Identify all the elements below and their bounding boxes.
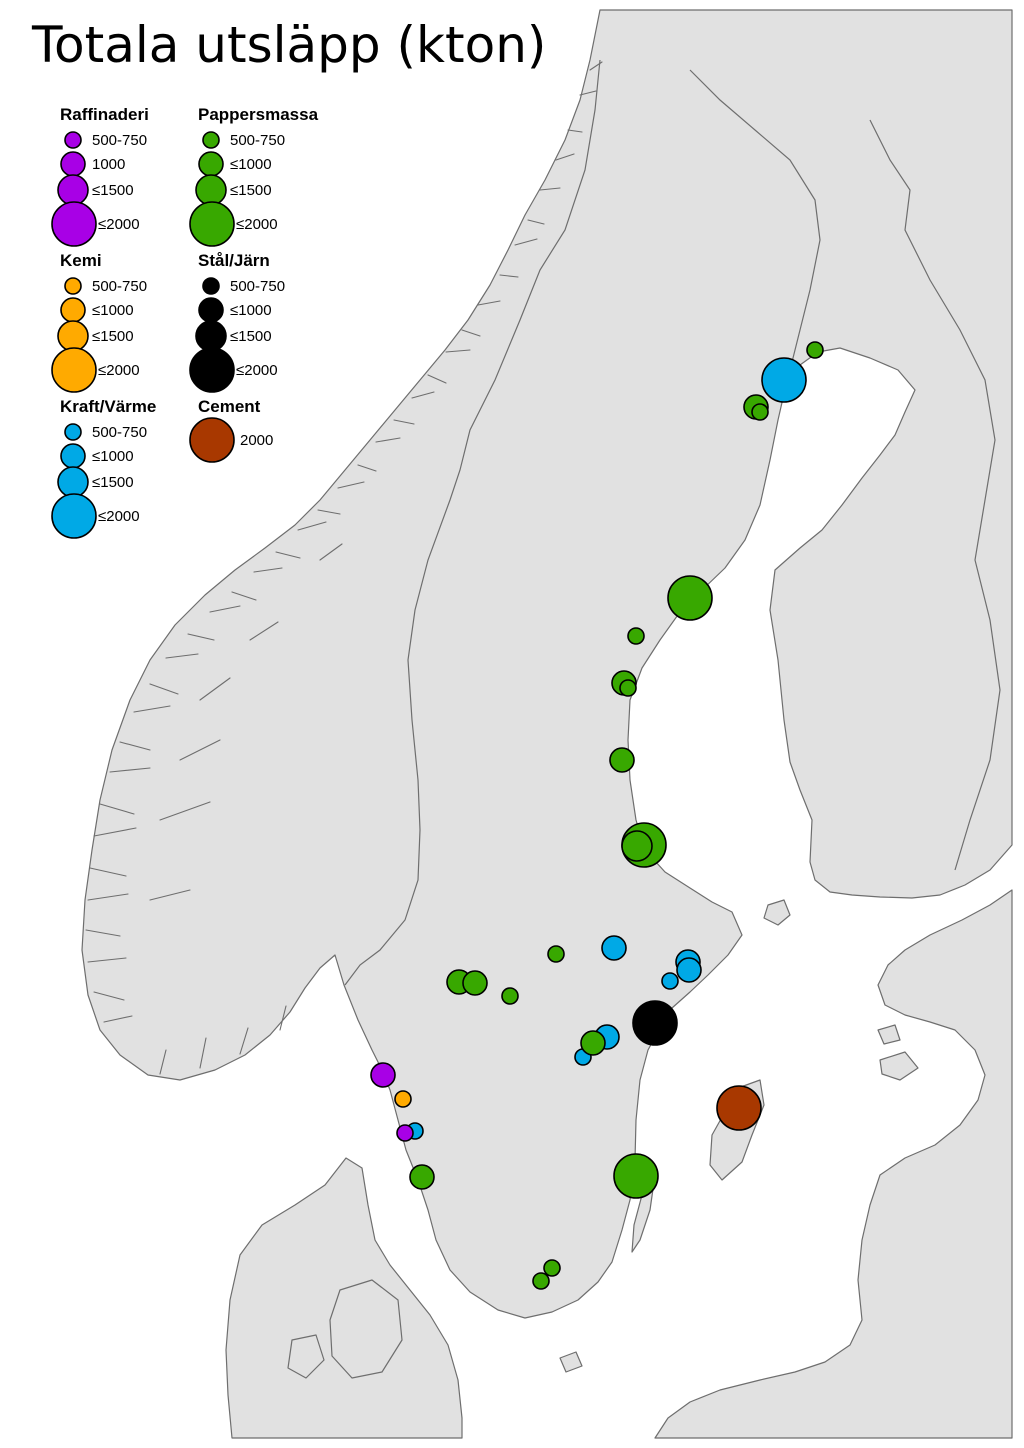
legend-group-raffinaderi: Raffinaderi 500-750 1000 ≤1500 ≤2000 bbox=[51, 105, 149, 247]
saaremaa-island bbox=[879, 1051, 919, 1081]
site-marker-pappersmassa bbox=[619, 679, 637, 697]
zealand-island bbox=[329, 1279, 403, 1379]
legend-label: ≤1000 bbox=[230, 156, 272, 173]
legend-symbol bbox=[60, 297, 86, 323]
legend-label: ≤2000 bbox=[98, 508, 140, 525]
site-marker-pappersmassa bbox=[409, 1164, 435, 1190]
legend-group-cement: Cement 2000 bbox=[189, 397, 273, 463]
legend-symbol bbox=[198, 297, 224, 323]
legend-symbol bbox=[51, 201, 97, 247]
legend-label: ≤2000 bbox=[98, 362, 140, 379]
legend-label: 500-750 bbox=[92, 278, 147, 295]
legend-title: Raffinaderi bbox=[60, 105, 149, 124]
site-marker-pappersmassa bbox=[580, 1030, 606, 1056]
legend-label: ≤1500 bbox=[230, 182, 272, 199]
legend-label: ≤1000 bbox=[92, 448, 134, 465]
bornholm-island bbox=[559, 1351, 583, 1373]
fjord-details bbox=[85, 61, 603, 1075]
site-marker-pappersmassa bbox=[621, 830, 653, 862]
legend-label: 500-750 bbox=[92, 132, 147, 149]
site-marker-pappersmassa bbox=[667, 575, 713, 621]
basemap bbox=[81, 9, 1013, 1439]
legend-label: ≤2000 bbox=[236, 362, 278, 379]
legend: Raffinaderi500-7501000≤1500≤2000Pappersm… bbox=[51, 105, 319, 539]
legend-label: ≤2000 bbox=[98, 216, 140, 233]
legend-label: ≤2000 bbox=[236, 216, 278, 233]
legend-title: Kraft/Värme bbox=[60, 397, 156, 416]
legend-label: ≤1500 bbox=[92, 474, 134, 491]
legend-symbol bbox=[202, 131, 220, 149]
hiiumaa-island bbox=[877, 1024, 901, 1045]
legend-symbol bbox=[57, 320, 89, 352]
site-marker-kemi bbox=[394, 1090, 412, 1108]
legend-label: ≤1500 bbox=[230, 328, 272, 345]
site-marker-pappersmassa bbox=[806, 341, 824, 359]
legend-title: Kemi bbox=[60, 251, 102, 270]
legend-symbol bbox=[189, 417, 235, 463]
legend-symbol bbox=[64, 423, 82, 441]
legend-symbol bbox=[189, 347, 235, 393]
legend-symbol bbox=[60, 443, 86, 469]
legend-symbol bbox=[57, 466, 89, 498]
legend-group-kraft-varme: Kraft/Värme 500-750 ≤1000 ≤1500 ≤2000 bbox=[51, 397, 156, 539]
legend-symbol bbox=[202, 277, 220, 295]
legend-symbol bbox=[64, 131, 82, 149]
legend-symbol bbox=[195, 320, 227, 352]
legend-label: 500-750 bbox=[230, 278, 285, 295]
legend-symbol bbox=[57, 174, 89, 206]
scandinavia-landmass bbox=[81, 9, 1013, 1319]
legend-symbol bbox=[198, 151, 224, 177]
legend-symbol bbox=[51, 493, 97, 539]
site-marker-cement bbox=[716, 1085, 762, 1131]
legend-label: ≤1500 bbox=[92, 328, 134, 345]
site-marker-pappersmassa bbox=[532, 1272, 550, 1290]
emission-markers bbox=[370, 341, 824, 1290]
legend-label: ≤1000 bbox=[92, 302, 134, 319]
site-marker-raffinaderi bbox=[370, 1062, 396, 1088]
baltic-east-landmass bbox=[654, 889, 1013, 1439]
legend-title: Pappersmassa bbox=[198, 105, 319, 124]
site-marker-pappersmassa bbox=[613, 1153, 659, 1199]
legend-group-kemi: Kemi 500-750 ≤1000 ≤1500 ≤2000 bbox=[51, 251, 147, 393]
site-marker-kraft-varme bbox=[601, 935, 627, 961]
site-marker-raffinaderi bbox=[396, 1124, 414, 1142]
site-marker-kraft-varme bbox=[661, 972, 679, 990]
site-marker-pappersmassa bbox=[751, 403, 769, 421]
legend-title: Stål/Järn bbox=[198, 251, 270, 270]
legend-title: Cement bbox=[198, 397, 261, 416]
border-norway-sweden bbox=[344, 59, 601, 986]
site-marker-pappersmassa bbox=[501, 987, 519, 1005]
site-marker-pappersmassa bbox=[462, 970, 488, 996]
border-sweden-finland bbox=[689, 69, 821, 363]
legend-symbol bbox=[189, 201, 235, 247]
site-marker-stal-jarn bbox=[632, 1000, 678, 1046]
legend-symbol bbox=[60, 151, 86, 177]
legend-label: 2000 bbox=[240, 432, 273, 449]
legend-group-stal-jarn: Stål/Järn 500-750 ≤1000 ≤1500 ≤2000 bbox=[189, 251, 285, 393]
site-marker-pappersmassa bbox=[543, 1259, 561, 1277]
legend-symbol bbox=[51, 347, 97, 393]
legend-symbol bbox=[64, 277, 82, 295]
site-marker-pappersmassa bbox=[547, 945, 565, 963]
legend-symbol bbox=[195, 174, 227, 206]
site-marker-pappersmassa bbox=[609, 747, 635, 773]
site-marker-pappersmassa bbox=[627, 627, 645, 645]
legend-label: 1000 bbox=[92, 156, 125, 173]
aland-islands bbox=[763, 899, 791, 926]
site-marker-kraft-varme bbox=[761, 357, 807, 403]
legend-label: 500-750 bbox=[92, 424, 147, 441]
border-finland-russia bbox=[869, 119, 1001, 871]
legend-group-pappersmassa: Pappersmassa 500-750 ≤1000 ≤1500 ≤2000 bbox=[189, 105, 319, 247]
funen-island bbox=[287, 1334, 325, 1379]
legend-label: ≤1000 bbox=[230, 302, 272, 319]
site-marker-kraft-varme bbox=[676, 957, 702, 983]
map-title: Totala utsläpp (kton) bbox=[31, 16, 546, 74]
legend-label: ≤1500 bbox=[92, 182, 134, 199]
legend-label: 500-750 bbox=[230, 132, 285, 149]
